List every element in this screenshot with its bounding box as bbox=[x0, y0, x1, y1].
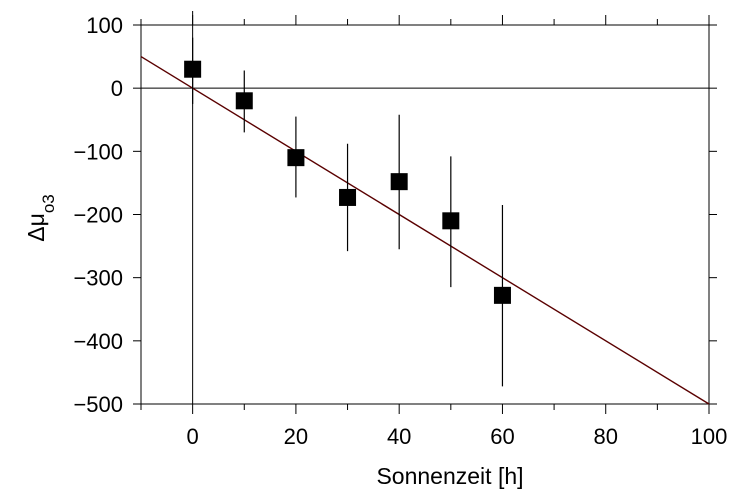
data-points bbox=[184, 60, 511, 304]
y-tick-labels: 100 0 −100 −200 −300 −400 −500 bbox=[73, 13, 123, 417]
y-tick-label: −200 bbox=[73, 203, 123, 228]
fit-line bbox=[140, 55, 710, 405]
data-point bbox=[339, 188, 357, 206]
x-tick-label: 0 bbox=[187, 424, 199, 449]
plot-axes bbox=[133, 15, 717, 414]
x-tick-label: 100 bbox=[691, 424, 728, 449]
data-point bbox=[442, 212, 460, 230]
data-point bbox=[390, 173, 408, 191]
error-bars bbox=[192, 37, 504, 387]
fit-line-group bbox=[140, 55, 710, 405]
x-tick-label: 60 bbox=[490, 424, 514, 449]
data-point bbox=[235, 92, 253, 110]
y-axis-label-subscript: o3 bbox=[39, 194, 58, 213]
x-tick-label: 40 bbox=[387, 424, 411, 449]
y-tick-label: 0 bbox=[111, 76, 123, 101]
plot-frame bbox=[140, 24, 710, 405]
y-tick-label: −100 bbox=[73, 139, 123, 164]
y-tick-label: −300 bbox=[73, 266, 123, 291]
y-axis-label-base: Δμ bbox=[23, 213, 49, 242]
data-point bbox=[287, 149, 305, 167]
y-axis-label: Δμo3 bbox=[23, 194, 58, 242]
x-axis-label: Sonnenzeit [h] bbox=[376, 463, 523, 489]
y-tick-label: −400 bbox=[73, 329, 123, 354]
x-tick-label: 80 bbox=[593, 424, 617, 449]
y-tick-label: −500 bbox=[73, 392, 123, 417]
x-tick-label: 20 bbox=[284, 424, 308, 449]
y-tick-label: 100 bbox=[86, 13, 123, 38]
x-tick-labels: 0 20 40 60 80 100 bbox=[187, 424, 728, 449]
data-point bbox=[184, 60, 202, 78]
data-point bbox=[493, 286, 511, 304]
reference-lines bbox=[141, 11, 709, 404]
